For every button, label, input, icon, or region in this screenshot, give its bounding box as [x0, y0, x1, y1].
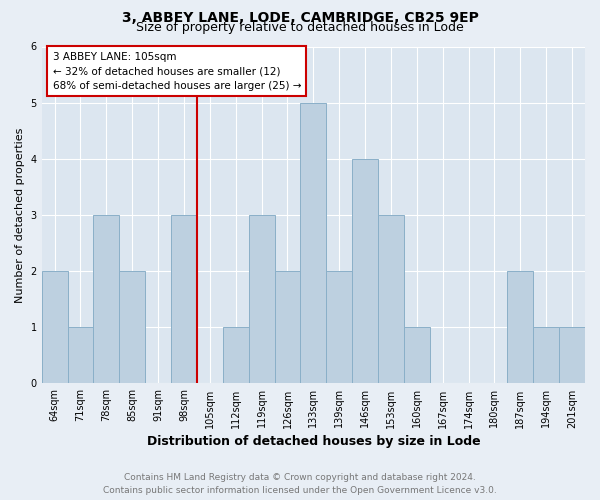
- Bar: [378, 215, 404, 384]
- Text: 3, ABBEY LANE, LODE, CAMBRIDGE, CB25 9EP: 3, ABBEY LANE, LODE, CAMBRIDGE, CB25 9EP: [122, 11, 478, 25]
- Y-axis label: Number of detached properties: Number of detached properties: [15, 128, 25, 302]
- Bar: [326, 271, 352, 384]
- Bar: [223, 328, 248, 384]
- Bar: [248, 215, 275, 384]
- Bar: [508, 271, 533, 384]
- Bar: [171, 215, 197, 384]
- X-axis label: Distribution of detached houses by size in Lode: Distribution of detached houses by size …: [146, 434, 480, 448]
- Text: Contains HM Land Registry data © Crown copyright and database right 2024.
Contai: Contains HM Land Registry data © Crown c…: [103, 473, 497, 495]
- Bar: [94, 215, 119, 384]
- Bar: [404, 328, 430, 384]
- Bar: [41, 271, 68, 384]
- Bar: [533, 328, 559, 384]
- Text: Size of property relative to detached houses in Lode: Size of property relative to detached ho…: [136, 22, 464, 35]
- Bar: [559, 328, 585, 384]
- Bar: [301, 102, 326, 384]
- Text: 3 ABBEY LANE: 105sqm
← 32% of detached houses are smaller (12)
68% of semi-detac: 3 ABBEY LANE: 105sqm ← 32% of detached h…: [53, 52, 301, 91]
- Bar: [275, 271, 301, 384]
- Bar: [352, 159, 378, 384]
- Bar: [68, 328, 94, 384]
- Bar: [119, 271, 145, 384]
